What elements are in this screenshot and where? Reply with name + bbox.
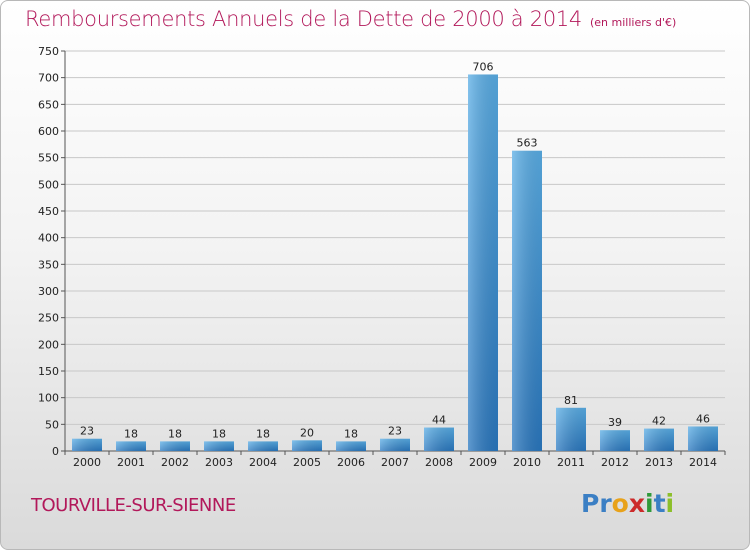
logo-letter: i xyxy=(645,489,654,518)
bar-shade xyxy=(248,441,278,451)
y-tick-label: 650 xyxy=(38,98,59,111)
y-tick-label: 200 xyxy=(38,338,59,351)
bar-value-label: 81 xyxy=(564,394,578,407)
x-tick-label: 2011 xyxy=(557,456,585,469)
bar-shade xyxy=(512,150,542,451)
x-tick-label: 2007 xyxy=(381,456,409,469)
bar-shade xyxy=(688,426,718,451)
bar-shade xyxy=(424,427,454,451)
bar-value-label: 39 xyxy=(608,416,622,429)
logo-letter: o xyxy=(611,489,629,518)
bar-shade xyxy=(556,407,586,451)
commune-name: TOURVILLE-SUR-SIENNE xyxy=(31,495,236,516)
bar-shade xyxy=(600,430,630,451)
y-tick-label: 250 xyxy=(38,312,59,325)
logo-letter: r xyxy=(599,489,612,518)
chart-title-main: Remboursements Annuels de la Dette de 20… xyxy=(25,7,582,31)
label-layer: 23 18 18 18 18 20 18 23 44 706 563 81 39 42 46 xyxy=(80,60,710,440)
bar-shade xyxy=(292,440,322,451)
bar-value-label: 23 xyxy=(388,425,402,438)
bar-value-label: 563 xyxy=(517,137,538,150)
y-tick-label: 700 xyxy=(38,72,59,85)
axis-layer: 0 50 100 150 200 250 300 350 400 450 500 550 600 650 7… xyxy=(38,45,726,469)
x-tick-label: 2012 xyxy=(601,456,629,469)
y-tick-label: 0 xyxy=(52,445,59,458)
x-tick-label: 2005 xyxy=(293,456,321,469)
y-tick-label: 100 xyxy=(38,392,59,405)
x-tick-label: 2013 xyxy=(645,456,673,469)
x-tick-label: 2014 xyxy=(689,456,717,469)
bar-layer xyxy=(72,74,718,451)
bar-shade xyxy=(380,438,410,451)
bar-shade xyxy=(72,438,102,451)
logo-letter: t xyxy=(653,489,666,518)
bar-value-label: 44 xyxy=(432,414,446,427)
y-tick-label: 450 xyxy=(38,205,59,218)
chart-title-unit: (en milliers d'€) xyxy=(590,16,677,29)
bar-value-label: 18 xyxy=(256,427,270,440)
bar-value-label: 20 xyxy=(300,426,314,439)
bar-shade xyxy=(644,428,674,451)
y-tick-label: 750 xyxy=(38,45,59,58)
bar-value-label: 18 xyxy=(124,427,138,440)
bar-value-label: 706 xyxy=(473,60,494,73)
y-tick-label: 300 xyxy=(38,285,59,298)
bar-shade xyxy=(204,441,234,451)
logo-letter: x xyxy=(628,489,645,518)
x-tick-label: 2008 xyxy=(425,456,453,469)
y-tick-label: 150 xyxy=(38,365,59,378)
proxiti-logo: Proxiti xyxy=(581,489,674,518)
chart-title: Remboursements Annuels de la Dette de 20… xyxy=(25,7,676,31)
x-tick-label: 2006 xyxy=(337,456,365,469)
bar-shade xyxy=(336,441,366,451)
x-tick-label: 2004 xyxy=(249,456,277,469)
x-tick-label: 2002 xyxy=(161,456,189,469)
y-tick-label: 550 xyxy=(38,152,59,165)
bar-value-label: 18 xyxy=(344,427,358,440)
bar-value-label: 23 xyxy=(80,425,94,438)
y-tick-label: 600 xyxy=(38,125,59,138)
x-tick-label: 2000 xyxy=(73,456,101,469)
y-tick-label: 50 xyxy=(45,418,59,431)
y-tick-label: 400 xyxy=(38,232,59,245)
bar-value-label: 46 xyxy=(696,412,710,425)
logo-letter: i xyxy=(665,489,675,518)
x-tick-label: 2009 xyxy=(469,456,497,469)
y-tick-label: 500 xyxy=(38,178,59,191)
bar-value-label: 42 xyxy=(652,415,666,428)
logo-letter: P xyxy=(581,489,600,518)
bar-value-label: 18 xyxy=(212,427,226,440)
bar-shade xyxy=(160,441,190,451)
grid-layer xyxy=(65,50,725,452)
x-tick-label: 2010 xyxy=(513,456,541,469)
bar-shade xyxy=(116,441,146,451)
x-tick-label: 2003 xyxy=(205,456,233,469)
bar-shade xyxy=(468,74,498,451)
x-tick-label: 2001 xyxy=(117,456,145,469)
bar-value-label: 18 xyxy=(168,427,182,440)
y-tick-label: 350 xyxy=(38,258,59,271)
